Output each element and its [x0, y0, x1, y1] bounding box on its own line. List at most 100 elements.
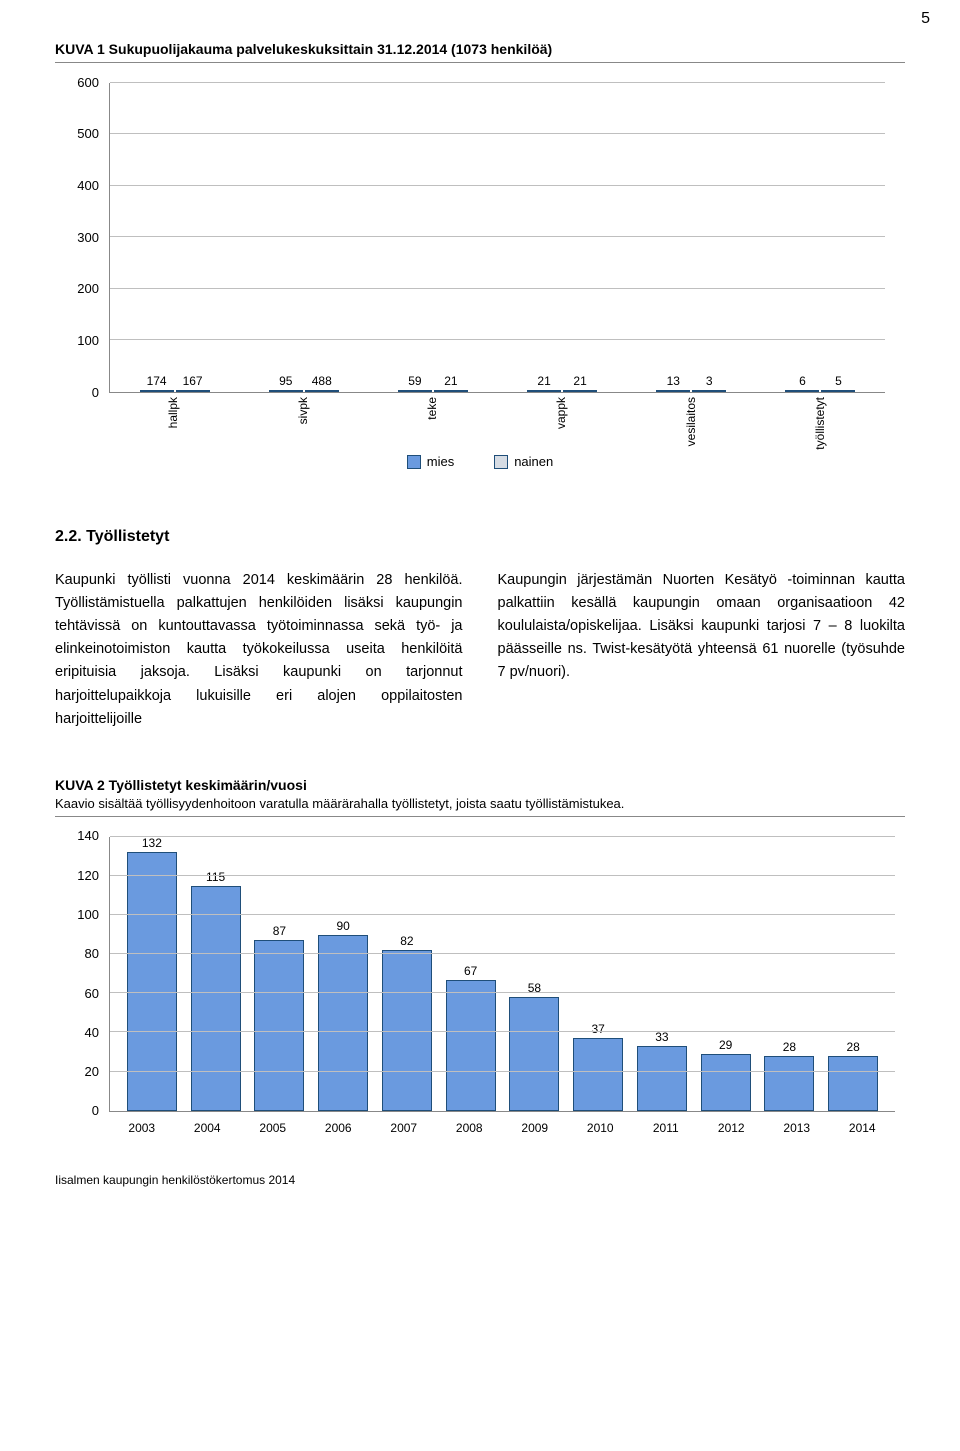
chart1-bar-value: 5 — [835, 373, 842, 390]
chart2-x-label: 2013 — [764, 1114, 830, 1142]
chart2-bar: 28 — [828, 1056, 878, 1111]
chart2-ytick: 80 — [85, 945, 99, 963]
chart2-bar-value: 82 — [400, 933, 413, 950]
chart1-bar: 21 — [563, 390, 597, 392]
chart1-bar-group: 65 — [756, 390, 885, 392]
chart2-gridline — [110, 953, 895, 954]
chart2-bar-value: 90 — [336, 918, 349, 935]
chart1-bar-group: 133 — [627, 390, 756, 392]
text-section: 2.2. Työllistetyt Kaupunki työllisti vuo… — [0, 506, 960, 766]
chart2-plot: 13211587908267583733292828 — [109, 837, 895, 1112]
chart1-bar-value: 59 — [408, 373, 421, 390]
page-number: 5 — [0, 0, 960, 30]
chart1-bar: 95 — [269, 390, 303, 392]
chart1-bar-value: 21 — [537, 373, 550, 390]
chart2: 020406080100120140 132115879082675837332… — [65, 837, 905, 1142]
chart1-legend: mies nainen — [55, 453, 905, 471]
chart2-bar-value: 87 — [273, 923, 286, 940]
footer: Iisalmen kaupungin henkilöstökertomus 20… — [0, 1152, 960, 1209]
chart2-bar-value: 132 — [142, 835, 162, 852]
chart1-bar-group: 174167 — [110, 390, 239, 392]
chart1-bar-value: 174 — [147, 373, 167, 390]
chart1-bar-value: 13 — [667, 373, 680, 390]
chart2-gridline — [110, 836, 895, 837]
legend-label-mies: mies — [427, 453, 454, 471]
legend-item-mies: mies — [407, 453, 454, 471]
chart2-x-label: 2003 — [109, 1114, 175, 1142]
chart1-bar: 488 — [305, 390, 339, 392]
chart2-ytick: 20 — [85, 1063, 99, 1081]
chart1-title: KUVA 1 Sukupuolijakauma palvelukeskuksit… — [55, 40, 905, 63]
chart2-x-labels: 2003200420052006200720082009201020112012… — [109, 1114, 895, 1142]
chart2-ytick: 100 — [77, 906, 99, 924]
legend-item-nainen: nainen — [494, 453, 553, 471]
chart2-x-label: 2006 — [306, 1114, 372, 1142]
chart2-bar-value: 28 — [846, 1039, 859, 1056]
chart2-bar: 67 — [446, 980, 496, 1111]
body-col1: Kaupunki työllisti vuonna 2014 keskimäär… — [55, 569, 463, 731]
chart2-x-label: 2005 — [240, 1114, 306, 1142]
chart1-x-label: teke — [368, 393, 497, 443]
chart1-x-label: vappk — [497, 393, 626, 443]
chart2-bar: 29 — [701, 1054, 751, 1111]
chart1-bar-value: 6 — [799, 373, 806, 390]
chart1-bars: 174167954885921212113365 — [110, 83, 885, 392]
heading-2-2: 2.2. Työllistetyt — [55, 526, 905, 548]
chart2-bar: 115 — [191, 886, 241, 1111]
chart2-subtitle: Kaavio sisältää työllisyydenhoitoon vara… — [55, 795, 905, 816]
chart1-ytick: 300 — [77, 229, 99, 247]
chart1-gridline — [110, 236, 885, 237]
chart2-ytick: 140 — [77, 828, 99, 846]
chart2-bar: 90 — [318, 935, 368, 1111]
chart1-plot: 174167954885921212113365 — [109, 83, 885, 393]
chart1-bar: 13 — [656, 390, 690, 392]
chart2-x-label: 2009 — [502, 1114, 568, 1142]
chart1-bar: 6 — [785, 390, 819, 392]
chart1-ytick: 500 — [77, 126, 99, 144]
chart2-gridline — [110, 914, 895, 915]
chart2-bar-value: 29 — [719, 1037, 732, 1054]
legend-label-nainen: nainen — [514, 453, 553, 471]
chart1-bar-value: 488 — [312, 373, 332, 390]
chart2-ytick: 0 — [92, 1103, 99, 1121]
chart1-gridline — [110, 185, 885, 186]
chart1-ytick: 600 — [77, 74, 99, 92]
chart1-bar-value: 21 — [573, 373, 586, 390]
chart2-bar: 37 — [573, 1038, 623, 1110]
chart1-gridline — [110, 339, 885, 340]
chart2-bar: 87 — [254, 940, 304, 1110]
chart2-gridline — [110, 875, 895, 876]
chart1-y-axis: 0100200300400500600 — [65, 83, 105, 393]
chart2-gridline — [110, 1071, 895, 1072]
chart1-x-label: hallpk — [109, 393, 238, 443]
chart1-gridline — [110, 82, 885, 83]
chart2-section: KUVA 2 Työllistetyt keskimäärin/vuosi Ka… — [0, 766, 960, 1152]
chart1-ytick: 0 — [92, 384, 99, 402]
chart1-bar: 21 — [434, 390, 468, 392]
chart2-x-label: 2004 — [175, 1114, 241, 1142]
chart1-x-label: vesilaitos — [626, 393, 755, 443]
chart1-x-label: työllistetyt — [756, 393, 885, 443]
chart2-x-label: 2011 — [633, 1114, 699, 1142]
chart1-gridline — [110, 133, 885, 134]
chart2-bar: 33 — [637, 1046, 687, 1111]
chart2-x-label: 2014 — [830, 1114, 896, 1142]
chart2-bar: 58 — [509, 997, 559, 1111]
chart1-bar: 21 — [527, 390, 561, 392]
chart2-title: KUVA 2 Työllistetyt keskimäärin/vuosi — [55, 776, 905, 796]
chart1-bar: 59 — [398, 390, 432, 392]
chart1-ytick: 400 — [77, 177, 99, 195]
chart2-ytick: 40 — [85, 1024, 99, 1042]
chart1-bar: 5 — [821, 390, 855, 392]
legend-swatch-mies — [407, 455, 421, 469]
chart1-gridline — [110, 288, 885, 289]
chart1-bar-value: 95 — [279, 373, 292, 390]
chart2-x-label: 2010 — [568, 1114, 634, 1142]
chart2-y-axis: 020406080100120140 — [65, 837, 105, 1112]
body-col2: Kaupungin järjestämän Nuorten Kesätyö -t… — [498, 569, 906, 731]
chart2-bar-value: 67 — [464, 963, 477, 980]
body-columns: Kaupunki työllisti vuonna 2014 keskimäär… — [55, 569, 905, 731]
chart2-bar-value: 28 — [783, 1039, 796, 1056]
chart2-bar: 132 — [127, 852, 177, 1110]
chart2-bar: 28 — [764, 1056, 814, 1111]
